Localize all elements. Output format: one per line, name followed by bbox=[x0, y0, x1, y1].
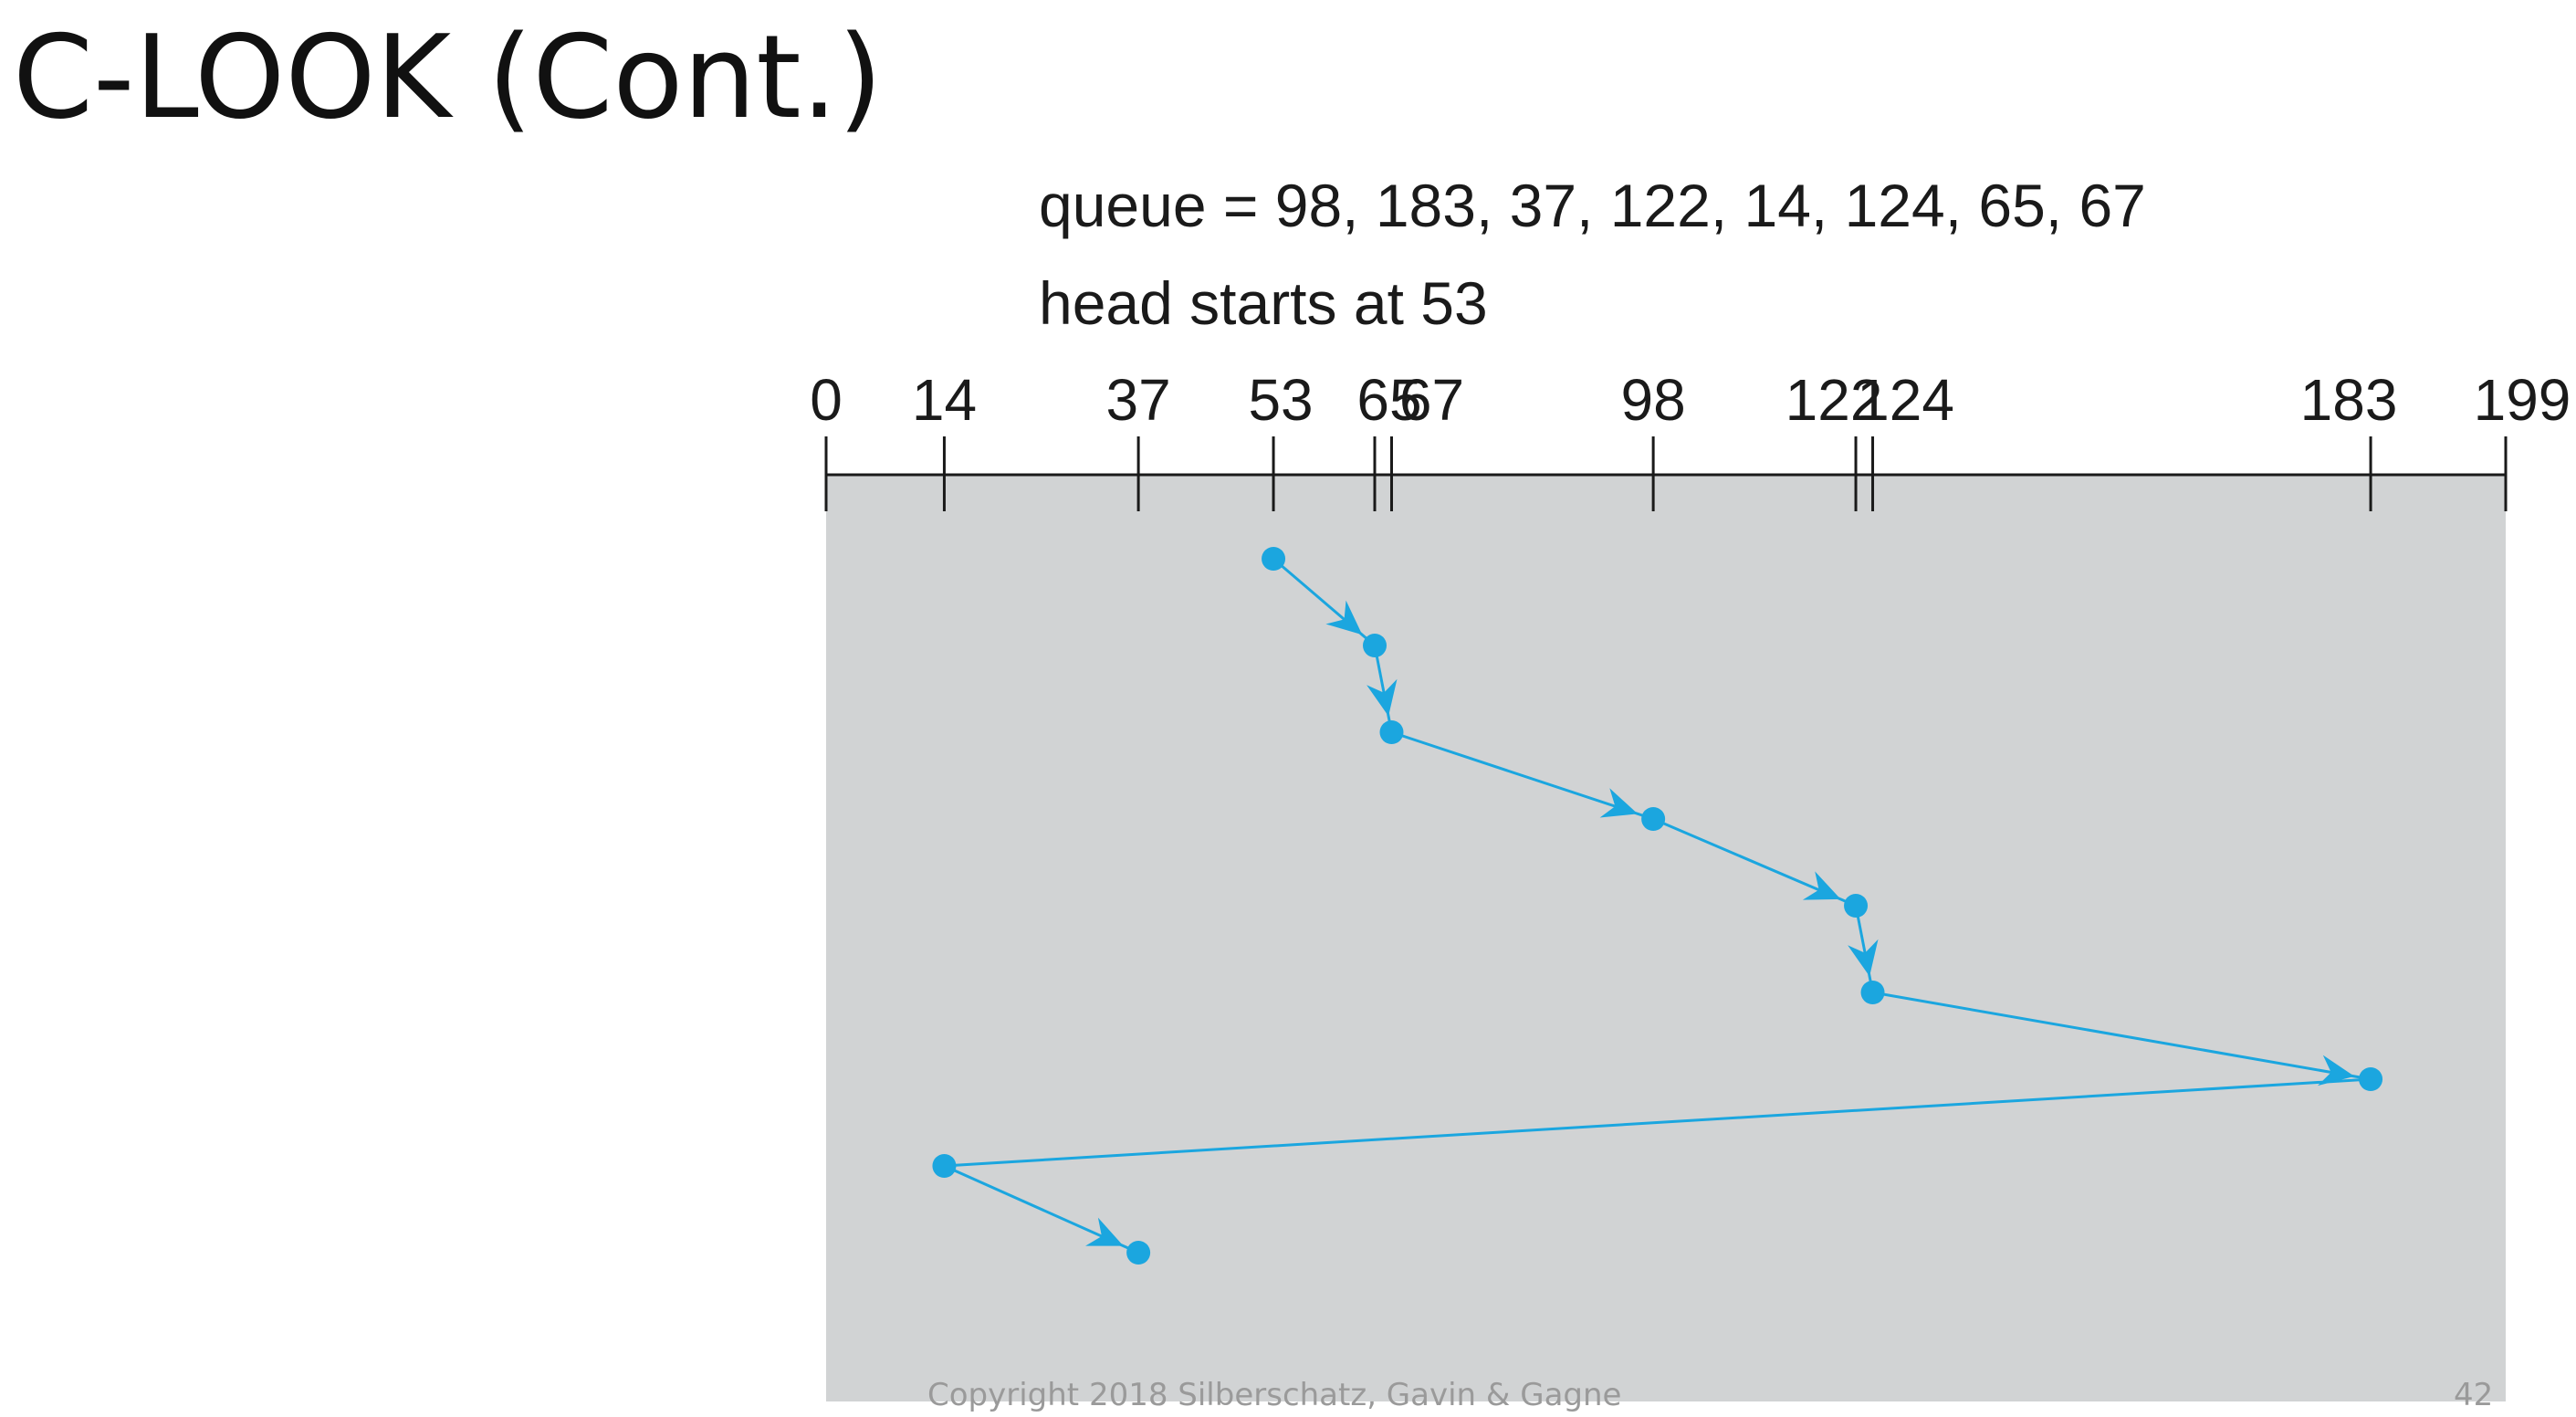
head-position-53 bbox=[1262, 547, 1286, 571]
path-segment-67-to-98 bbox=[1391, 730, 1654, 821]
path-segment-183-to-14 bbox=[944, 1077, 2372, 1168]
path-arrow-37 bbox=[1085, 1217, 1124, 1246]
head-position-14 bbox=[932, 1154, 957, 1178]
tick-label-122: 122 bbox=[1785, 367, 1883, 433]
path-segment-124-to-183 bbox=[1872, 991, 2372, 1081]
tick-label-183: 183 bbox=[2300, 367, 2398, 433]
path-arrow-124 bbox=[1848, 939, 1879, 977]
path-arrow-183 bbox=[2317, 1055, 2355, 1086]
head-position-67 bbox=[1379, 720, 1404, 744]
tick-label-67: 67 bbox=[1399, 367, 1464, 433]
head-position-124 bbox=[1860, 981, 1885, 1004]
tick-label-199: 199 bbox=[2474, 367, 2571, 433]
tick-label-37: 37 bbox=[1106, 367, 1171, 433]
page-number: 42 bbox=[2454, 1377, 2494, 1413]
head-position-65 bbox=[1363, 634, 1387, 657]
path-arrow-67 bbox=[1367, 678, 1398, 717]
tick-label-124: 124 bbox=[1857, 367, 1954, 433]
head-start-caption: head starts at 53 bbox=[1039, 269, 1488, 337]
copyright-notice: Copyright 2018 Silberschatz, Gavin & Gag… bbox=[927, 1377, 1622, 1413]
tick-label-98: 98 bbox=[1621, 367, 1686, 433]
slide-title: C-LOOK (Cont.) bbox=[13, 10, 883, 144]
head-position-122 bbox=[1844, 894, 1869, 918]
head-position-37 bbox=[1126, 1241, 1151, 1265]
queue-caption: queue = 98, 183, 37, 122, 14, 124, 65, 6… bbox=[1039, 172, 2146, 239]
head-movement-path bbox=[932, 547, 2383, 1265]
tick-label-14: 14 bbox=[912, 367, 977, 433]
head-position-183 bbox=[2359, 1067, 2383, 1091]
path-arrow-122 bbox=[1802, 871, 1841, 900]
tick-label-0: 0 bbox=[810, 367, 843, 433]
track-panel bbox=[826, 475, 2506, 1401]
path-arrow-98 bbox=[1599, 788, 1639, 818]
tick-label-65: 65 bbox=[1356, 367, 1421, 433]
path-segment-65-to-67 bbox=[1373, 645, 1393, 733]
head-position-98 bbox=[1641, 807, 1666, 831]
path-segment-122-to-124 bbox=[1854, 905, 1875, 993]
path-arrow-65 bbox=[1325, 600, 1363, 635]
tick-label-53: 53 bbox=[1248, 367, 1313, 433]
